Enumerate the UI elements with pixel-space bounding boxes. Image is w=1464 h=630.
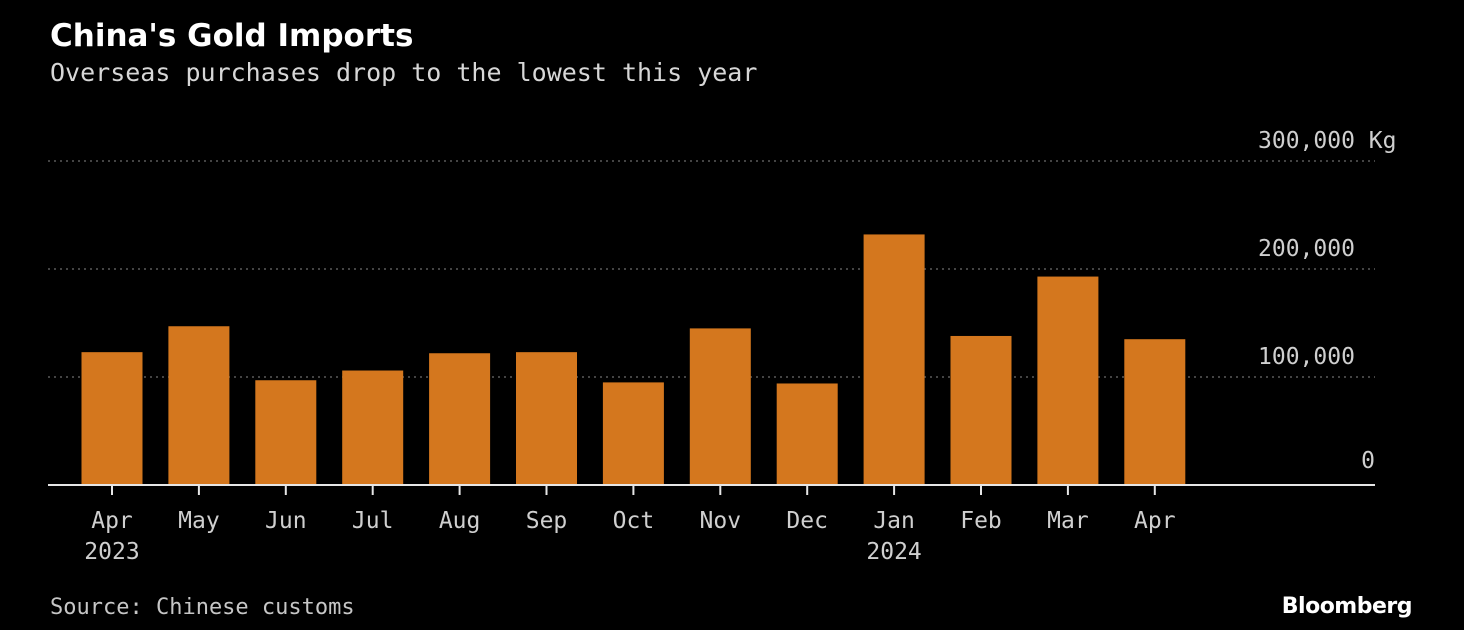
y-axis-ticks: 0 100,000 200,000 300,000 Kg [1258, 128, 1396, 474]
y-tick-label: 300,000 Kg [1258, 128, 1396, 154]
x-tick-label: Sep [526, 508, 568, 534]
x-tick-label: Feb [960, 508, 1002, 534]
bar [255, 380, 317, 485]
bar [516, 352, 577, 485]
x-tick-label: Nov [700, 508, 742, 534]
bar [776, 383, 838, 485]
year-label: 2024 [866, 539, 921, 565]
x-tick-label: Oct [613, 508, 655, 534]
bar [168, 326, 230, 485]
bar [81, 352, 143, 485]
bar [1037, 276, 1099, 485]
x-tick-label: Apr [1134, 508, 1176, 534]
x-tick-label: May [178, 508, 220, 534]
x-tick-label: Jun [265, 508, 307, 534]
bar [1124, 339, 1186, 485]
bar [342, 370, 404, 485]
y-tick-label: 100,000 [1258, 344, 1355, 370]
bar [602, 382, 664, 485]
bars [81, 234, 1186, 485]
x-axis-ticks: Apr 2023 May Jun Jul Aug Sep Oct Nov Dec Jan 2024 Fe… [84, 485, 1176, 565]
x-tick-label: Jan [873, 508, 915, 534]
bar [689, 328, 751, 485]
x-tick-label: Mar [1047, 508, 1089, 534]
bar [429, 353, 491, 485]
bloomberg-logo: Bloomberg [1281, 594, 1413, 619]
x-tick-label: Jul [352, 508, 394, 534]
bar [863, 234, 925, 485]
bar [950, 335, 1012, 485]
x-tick-label: Dec [786, 508, 828, 534]
x-tick-label: Apr [91, 508, 133, 534]
y-tick-label: 0 [1361, 448, 1375, 474]
year-label: 2023 [84, 539, 139, 565]
source-note: Source: Chinese customs [50, 595, 355, 620]
x-tick-label: Aug [439, 508, 481, 534]
chart-subtitle: Overseas purchases drop to the lowest th… [50, 58, 758, 87]
chart-title: China's Gold Imports [50, 18, 414, 54]
y-tick-label: 200,000 [1258, 236, 1355, 262]
